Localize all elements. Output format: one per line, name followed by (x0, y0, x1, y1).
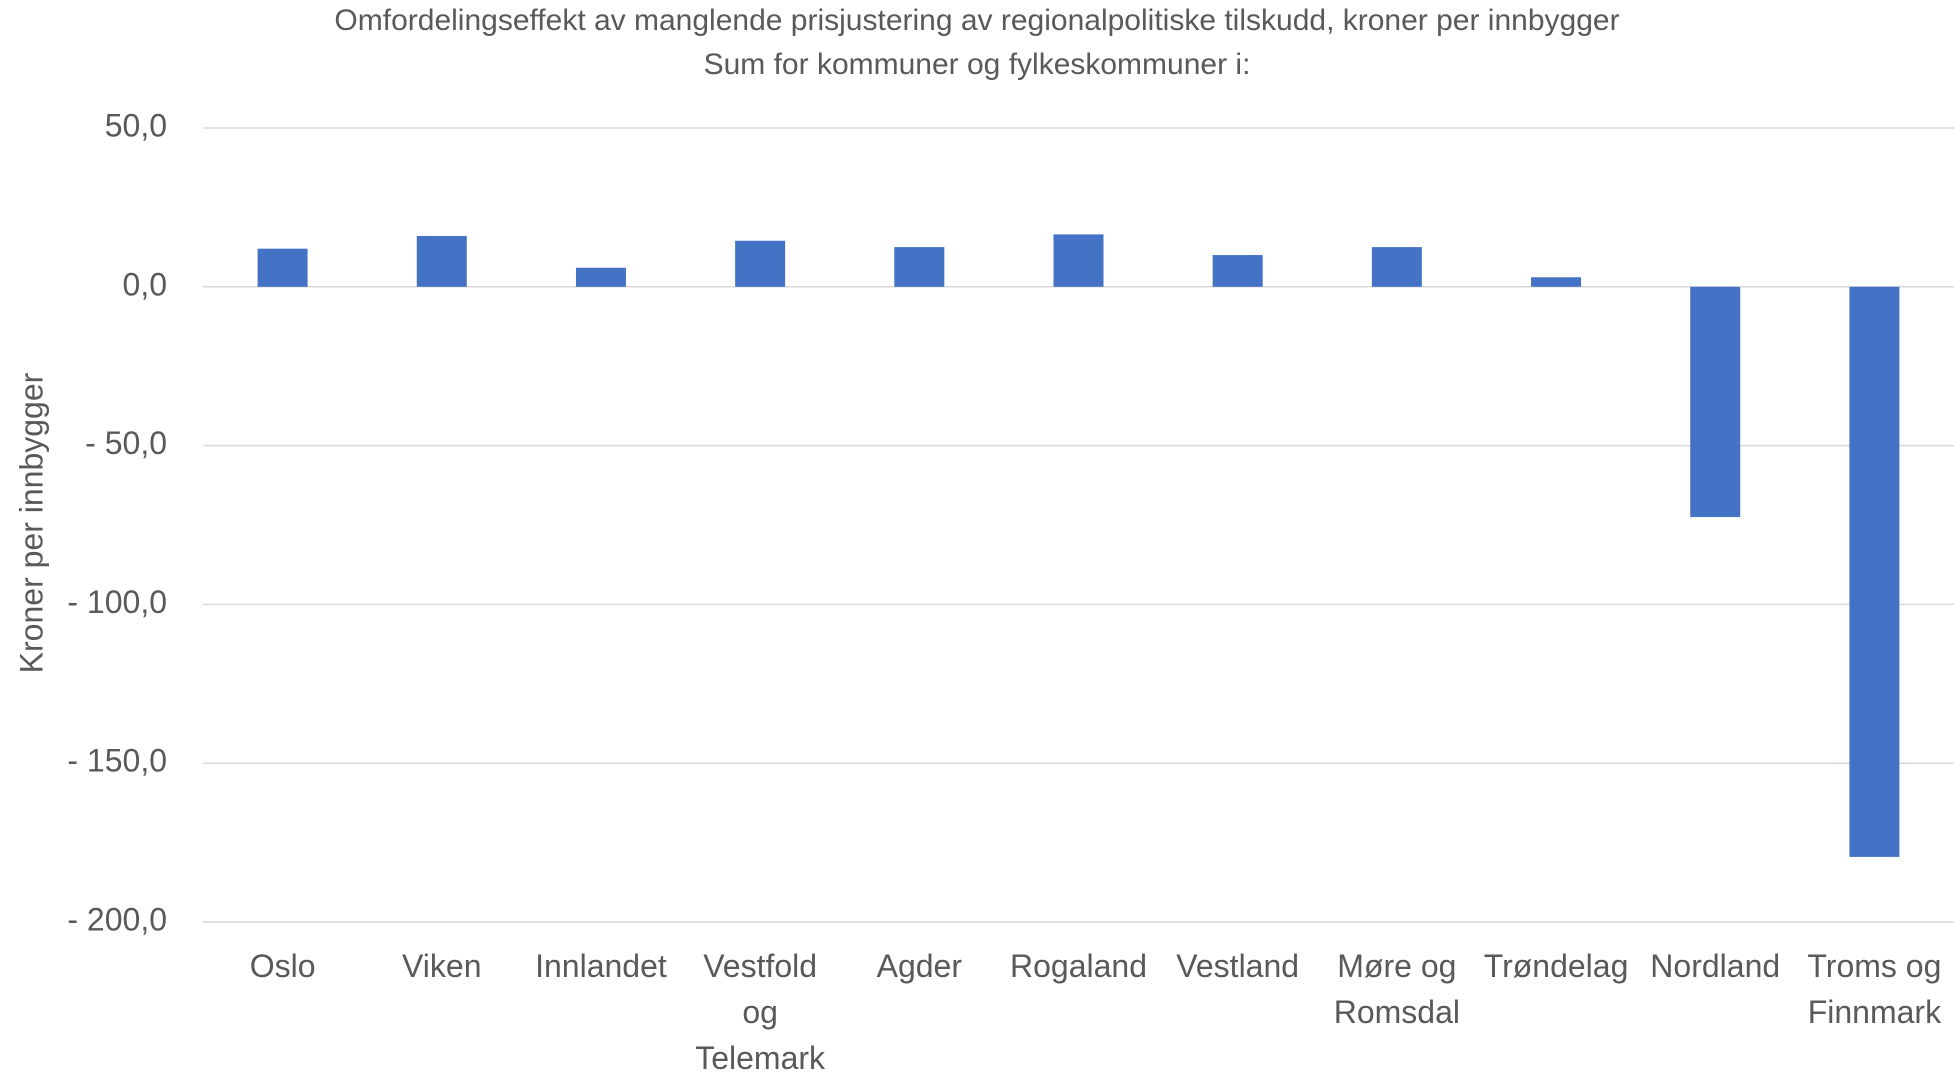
x-tick-label: Vestfold og Telemark (695, 948, 826, 1076)
bar (257, 248, 308, 287)
x-tick-label: Vestland (1176, 948, 1299, 984)
chart-title: Omfordelingseffekt av manglende prisjust… (334, 4, 1619, 37)
y-tick-label: 50,0 (105, 107, 167, 143)
y-tick-label: - 200,0 (67, 901, 167, 937)
y-tick-label: 0,0 (123, 266, 167, 302)
bar (1690, 286, 1741, 518)
y-tick-label: - 100,0 (67, 584, 167, 620)
x-tick-label: Innlandet (535, 948, 667, 984)
x-tick-label: Viken (402, 948, 481, 984)
chart-subtitle: Sum for kommuner og fylkeskommuner i: (704, 48, 1251, 81)
bar (1371, 247, 1422, 287)
bar (1212, 255, 1263, 287)
bar (1531, 277, 1582, 287)
x-tick-label: Nordland (1650, 948, 1780, 984)
x-tick-label: Troms og Finnmark (1807, 948, 1942, 1030)
y-axis-label: Kroner per innbygger (13, 372, 49, 673)
x-tick-label: Møre og Romsdal (1334, 948, 1460, 1030)
bar (1849, 286, 1900, 857)
x-tick-label: Agder (877, 948, 963, 984)
bar (735, 240, 786, 287)
x-tick-label: Trøndelag (1484, 948, 1629, 984)
bar (575, 267, 626, 287)
x-tick-label: Rogaland (1010, 948, 1147, 984)
bar (894, 247, 945, 287)
y-tick-label: - 150,0 (67, 743, 167, 779)
bar (416, 235, 467, 287)
x-tick-label: Oslo (250, 948, 316, 984)
y-tick-label: - 50,0 (85, 425, 167, 461)
bar (1053, 234, 1104, 287)
